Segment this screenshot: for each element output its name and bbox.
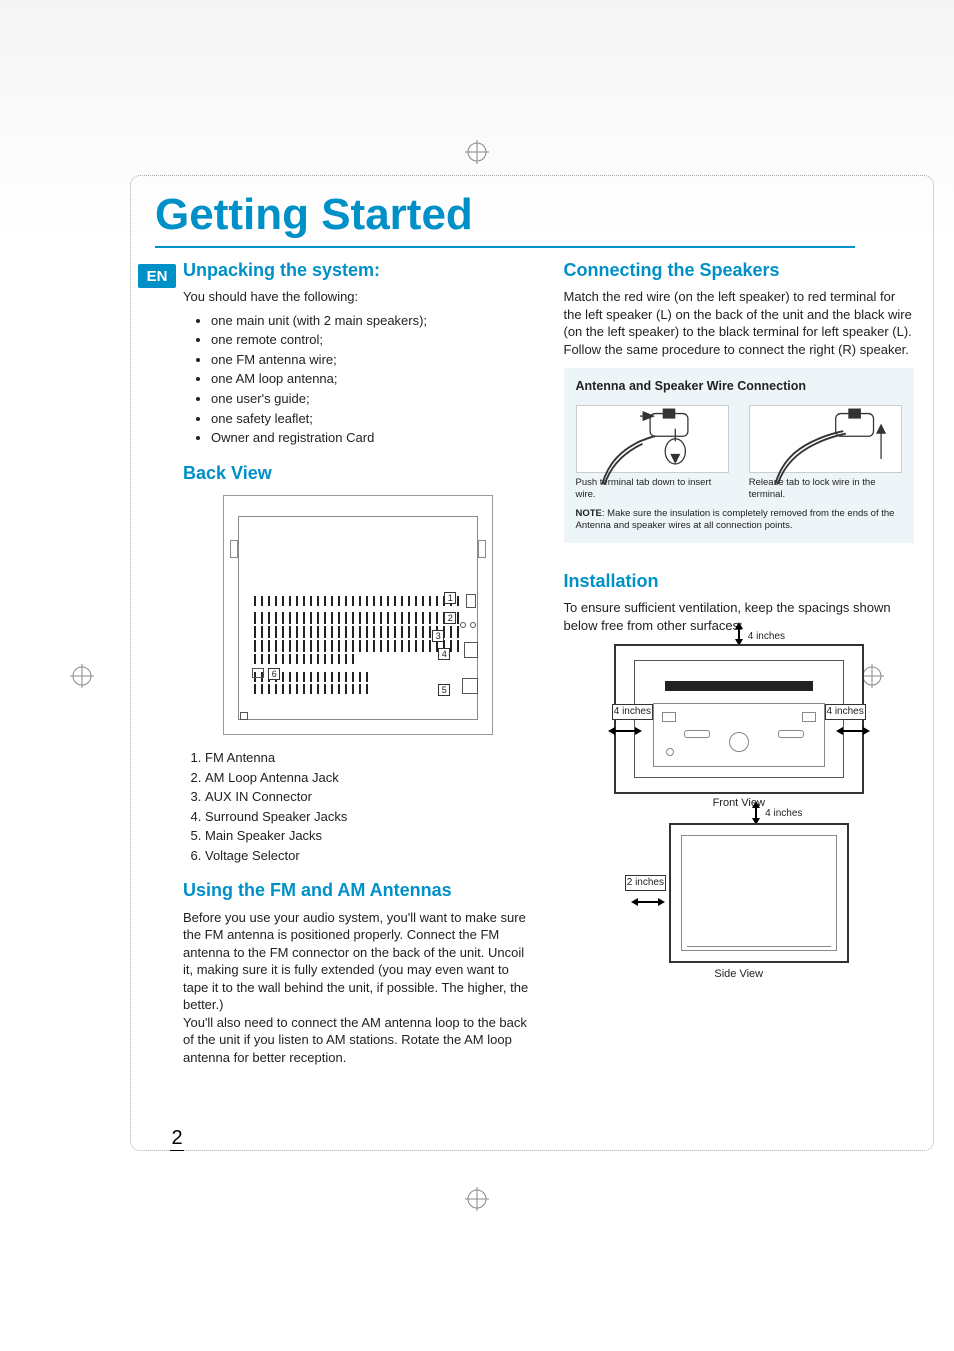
speakers-body: Match the red wire (on the left speaker)… — [564, 288, 915, 358]
unpacking-list: one main unit (with 2 main speakers); on… — [211, 312, 534, 447]
callout-number: 3 — [432, 630, 444, 642]
installation-heading: Installation — [564, 569, 915, 593]
list-item: one main unit (with 2 main speakers); — [211, 312, 534, 330]
callout-title: Antenna and Speaker Wire Connection — [576, 378, 903, 395]
right-column: Connecting the Speakers Match the red wi… — [564, 258, 915, 1151]
antennas-body: Before you use your audio system, you'll… — [183, 909, 534, 1067]
list-item: one user's guide; — [211, 390, 534, 408]
list-item: one AM loop antenna; — [211, 370, 534, 388]
legend-item: AUX IN Connector — [205, 788, 534, 806]
page-number: 2 — [170, 1127, 184, 1151]
legend-item: Voltage Selector — [205, 847, 534, 865]
chapter-title: Getting Started — [155, 190, 855, 248]
ventilation-side-figure: 4 inches 2 inches — [629, 823, 849, 963]
arrow-horizontal-icon — [836, 724, 870, 742]
arrow-horizontal-icon — [631, 895, 665, 913]
spacing-label: 4 inches — [747, 630, 786, 644]
list-item: one safety leaflet; — [211, 410, 534, 428]
spacing-label: 4 inches — [612, 704, 653, 720]
legend-item: Main Speaker Jacks — [205, 827, 534, 845]
callout-note-body: : Make sure the insulation is completely… — [576, 508, 895, 530]
spacing-label: 4 inches — [825, 704, 866, 720]
list-item: one FM antenna wire; — [211, 351, 534, 369]
antennas-heading: Using the FM and AM Antennas — [183, 878, 534, 902]
terminal-push-figure — [576, 405, 729, 473]
ventilation-front-figure: 4 inches 4 inches 4 in — [614, 644, 864, 794]
language-badge: EN — [138, 264, 176, 288]
callout-number: 5 — [438, 684, 450, 696]
legend-item: FM Antenna — [205, 749, 534, 767]
unpacking-intro: You should have the following: — [183, 288, 534, 306]
arrow-horizontal-icon — [608, 724, 642, 742]
spacing-label: 4 inches — [765, 807, 802, 821]
callout-note-label: NOTE — [576, 508, 602, 519]
wire-connection-callout: Antenna and Speaker Wire Connection — [564, 368, 915, 542]
spacing-label: 2 inches — [625, 875, 666, 891]
unpacking-heading: Unpacking the system: — [183, 258, 534, 282]
callout-number: 2 — [444, 612, 456, 624]
left-column: Unpacking the system: You should have th… — [183, 258, 534, 1151]
callout-note: NOTE: Make sure the insulation is comple… — [576, 508, 903, 531]
legend-item: AM Loop Antenna Jack — [205, 769, 534, 787]
backview-figure: 1 2 3 4 5 6 — [223, 495, 493, 735]
backview-heading: Back View — [183, 461, 534, 485]
terminal-release-figure — [749, 405, 902, 473]
callout-number: 4 — [438, 648, 450, 660]
callout-number: 1 — [444, 592, 456, 604]
callout-number: 6 — [268, 668, 280, 680]
list-item: Owner and registration Card — [211, 429, 534, 447]
crop-mark-top — [465, 140, 489, 164]
backview-legend: FM Antenna AM Loop Antenna Jack AUX IN C… — [205, 749, 534, 864]
side-view-caption: Side View — [564, 967, 915, 982]
legend-item: Surround Speaker Jacks — [205, 808, 534, 826]
speakers-heading: Connecting the Speakers — [564, 258, 915, 282]
list-item: one remote control; — [211, 331, 534, 349]
front-view-caption: Front View — [564, 796, 915, 811]
crop-mark-left — [70, 664, 94, 688]
crop-mark-bottom — [465, 1187, 489, 1211]
